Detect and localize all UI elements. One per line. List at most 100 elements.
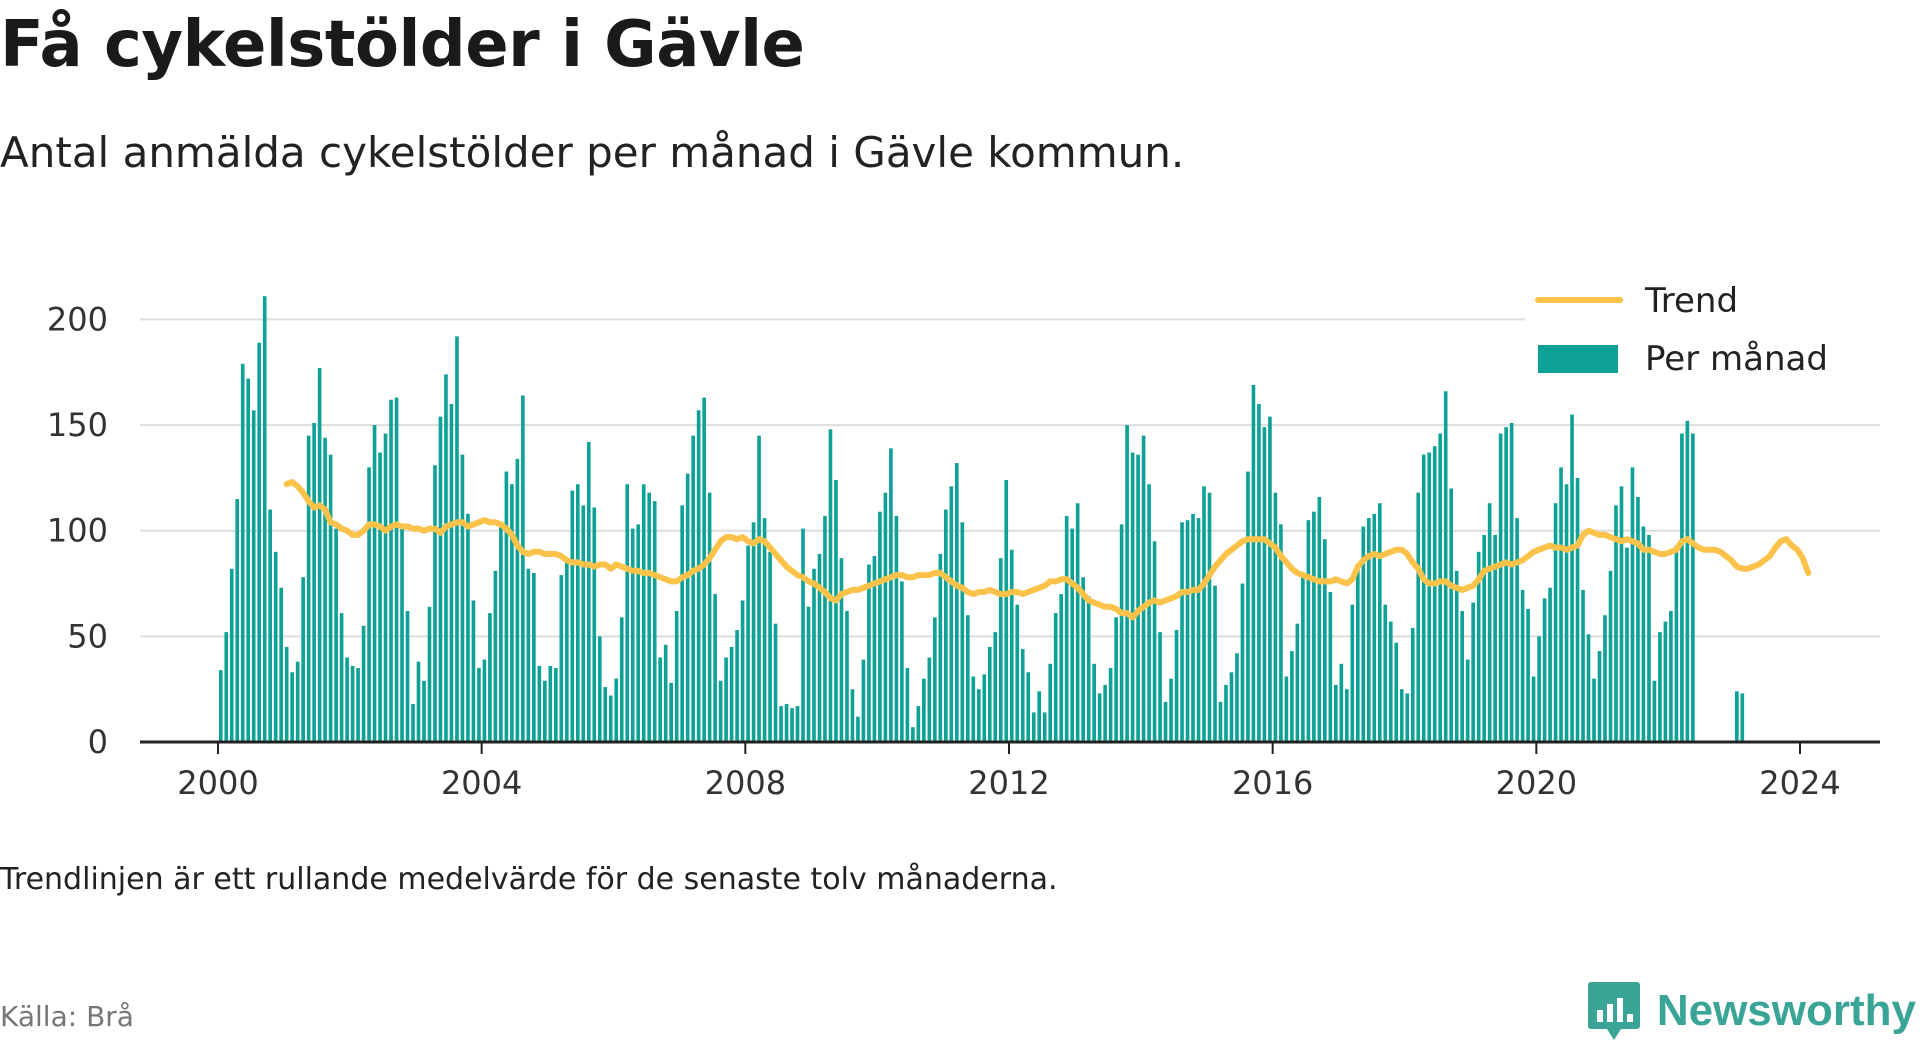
bar [575, 484, 580, 742]
x-tick-label: 2020 [1496, 764, 1577, 802]
y-tick-label: 50 [67, 617, 108, 655]
bar [845, 611, 849, 742]
legend-bar-label: Per månad [1645, 339, 1828, 379]
bar [1597, 651, 1602, 742]
bar [1432, 446, 1437, 742]
bar [1273, 492, 1278, 742]
bar [1471, 602, 1475, 742]
footnote: Trendlinjen är ett rullande medelvärde f… [0, 862, 1058, 897]
bar [1443, 391, 1448, 742]
bar [411, 703, 415, 742]
bar [1493, 534, 1497, 742]
bar [707, 492, 712, 742]
bar [1691, 433, 1695, 742]
bar [1504, 427, 1508, 742]
bar [905, 668, 910, 742]
bar [724, 657, 728, 742]
bar [438, 416, 443, 742]
bar [795, 706, 800, 742]
bar [455, 336, 459, 742]
bar [1625, 547, 1629, 742]
legend-bar-swatch [1538, 345, 1618, 373]
bar [630, 528, 635, 742]
bar [597, 636, 602, 742]
bar [1015, 604, 1020, 742]
y-tick-label: 200 [47, 300, 108, 338]
bar [971, 676, 976, 742]
bar [1103, 684, 1107, 742]
bar [1136, 454, 1140, 742]
bar [1465, 659, 1470, 742]
bar [674, 611, 679, 742]
bar [1548, 587, 1552, 742]
bar [1042, 712, 1047, 742]
bar [987, 646, 992, 742]
bar [1542, 598, 1547, 742]
bar [1174, 630, 1179, 742]
bar [757, 435, 761, 742]
bar [998, 558, 1003, 742]
bar [1652, 680, 1657, 742]
bar [405, 611, 410, 742]
bar [543, 680, 547, 742]
chart-title: Få cykelstölder i Gävle [0, 8, 805, 82]
bar [850, 689, 855, 742]
bar [1064, 515, 1069, 742]
bar [510, 484, 514, 742]
bar [1108, 668, 1113, 742]
bar [828, 429, 833, 742]
bar [1487, 503, 1492, 742]
bar [1614, 505, 1618, 742]
bar [1306, 520, 1311, 742]
bar [1619, 486, 1624, 742]
brand-name: Newsworthy [1656, 986, 1916, 1035]
bar [1553, 503, 1558, 742]
bar [1185, 520, 1190, 742]
bar [1674, 545, 1679, 742]
bar [1004, 480, 1009, 742]
bar [1213, 585, 1217, 742]
bar [1053, 613, 1058, 742]
bar [284, 646, 289, 742]
bar [1125, 425, 1129, 742]
bar [641, 484, 646, 742]
bar [1312, 511, 1316, 742]
bar [466, 513, 470, 742]
bar [746, 545, 750, 742]
chart: 0 50 100 150 200 2000 2004 2008 2012 2016 2020 2024… [47, 270, 1880, 802]
bar [290, 672, 294, 742]
bar [647, 492, 652, 742]
bar [1482, 534, 1486, 742]
bar [1031, 712, 1036, 742]
bar [295, 661, 300, 742]
bar [1564, 484, 1569, 742]
bar [1251, 384, 1256, 742]
y-tick-label: 150 [47, 406, 108, 444]
bar [1460, 611, 1464, 742]
bar [740, 600, 745, 742]
bar [444, 374, 448, 742]
bar [1158, 632, 1162, 742]
bar [619, 617, 624, 742]
brand[interactable]: Newsworthy [1587, 980, 1916, 1042]
bar [361, 625, 366, 742]
bar [1257, 403, 1261, 742]
bar [394, 397, 399, 742]
bar [729, 646, 734, 742]
bar [581, 505, 586, 742]
bar [652, 501, 657, 742]
bar [938, 553, 943, 742]
bar [680, 505, 684, 742]
bar [685, 473, 690, 742]
bar [565, 558, 569, 742]
bar [883, 492, 888, 742]
bar [586, 441, 591, 742]
bar [608, 695, 613, 742]
chart-subtitle: Antal anmälda cykelstölder per månad i G… [0, 128, 1185, 177]
bar-series [218, 296, 1745, 742]
bar [960, 522, 965, 742]
bar [262, 296, 267, 742]
bar [982, 674, 987, 742]
bar [1416, 492, 1421, 742]
bar [1537, 636, 1541, 742]
